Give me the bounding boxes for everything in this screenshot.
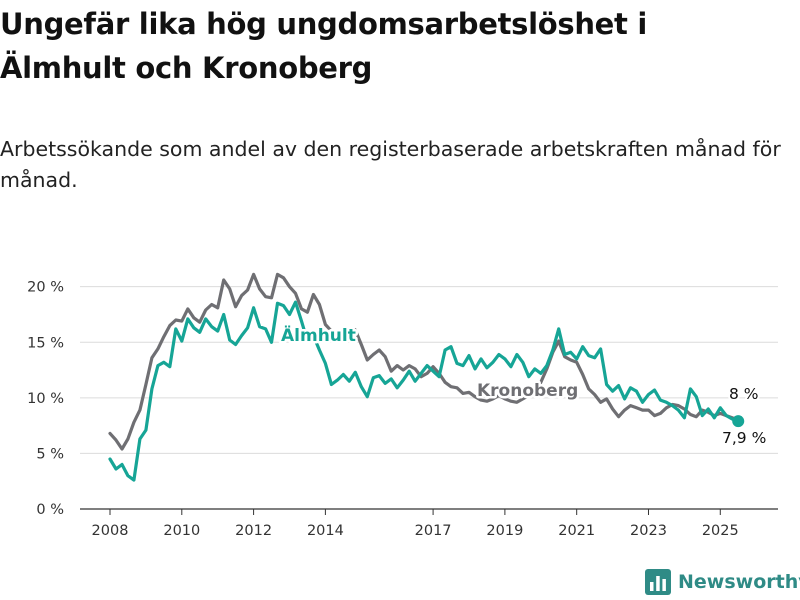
y-tick-label: 20 % — [27, 280, 64, 296]
series-lines — [108, 272, 745, 482]
y-tick-label: 0 % — [36, 502, 64, 518]
series-line-almhult — [108, 300, 740, 482]
x-tick-label: 2012 — [235, 523, 272, 539]
x-tick-label: 2010 — [163, 523, 200, 539]
series-line-kronoberg — [108, 272, 740, 451]
end-value-kronoberg: 8 % — [729, 385, 759, 403]
end-value-almhult: 7,9 % — [722, 429, 766, 447]
x-tick-label: 2017 — [415, 523, 452, 539]
gridlines — [80, 286, 778, 510]
brand-name: Newsworthy — [678, 571, 800, 593]
chart-title: Ungefär lika hög ungdomsarbetslöshet i Ä… — [0, 7, 648, 85]
series-label-kronoberg: Kronoberg — [477, 381, 578, 401]
x-tick-label: 2025 — [702, 523, 739, 539]
chart-subtitle: Arbetssökande som andel av den registerb… — [0, 137, 781, 192]
newsworthy-brand[interactable]: Newsworthy — [645, 566, 800, 598]
y-tick-label: 10 % — [27, 391, 64, 407]
bar-chart-logo-icon — [645, 569, 671, 595]
x-axis-ticks: 2008 2010 2012 2014 2017 2019 2021 2023 2025 — [92, 509, 739, 539]
x-tick-label: 2008 — [92, 523, 129, 539]
y-axis-ticks: 0 % 5 % 10 % 15 % 20 % — [27, 280, 64, 518]
endpoint-marker-almhult — [732, 415, 745, 428]
x-tick-label: 2021 — [558, 523, 595, 539]
y-tick-label: 15 % — [27, 335, 64, 351]
x-tick-label: 2023 — [630, 523, 667, 539]
series-label-almhult: Älmhult — [281, 324, 356, 346]
x-tick-label: 2019 — [486, 523, 523, 539]
x-tick-label: 2014 — [307, 523, 344, 539]
series-labels: Älmhult Kronoberg 8 % 7,9 % — [279, 322, 769, 450]
y-tick-label: 5 % — [36, 446, 64, 462]
